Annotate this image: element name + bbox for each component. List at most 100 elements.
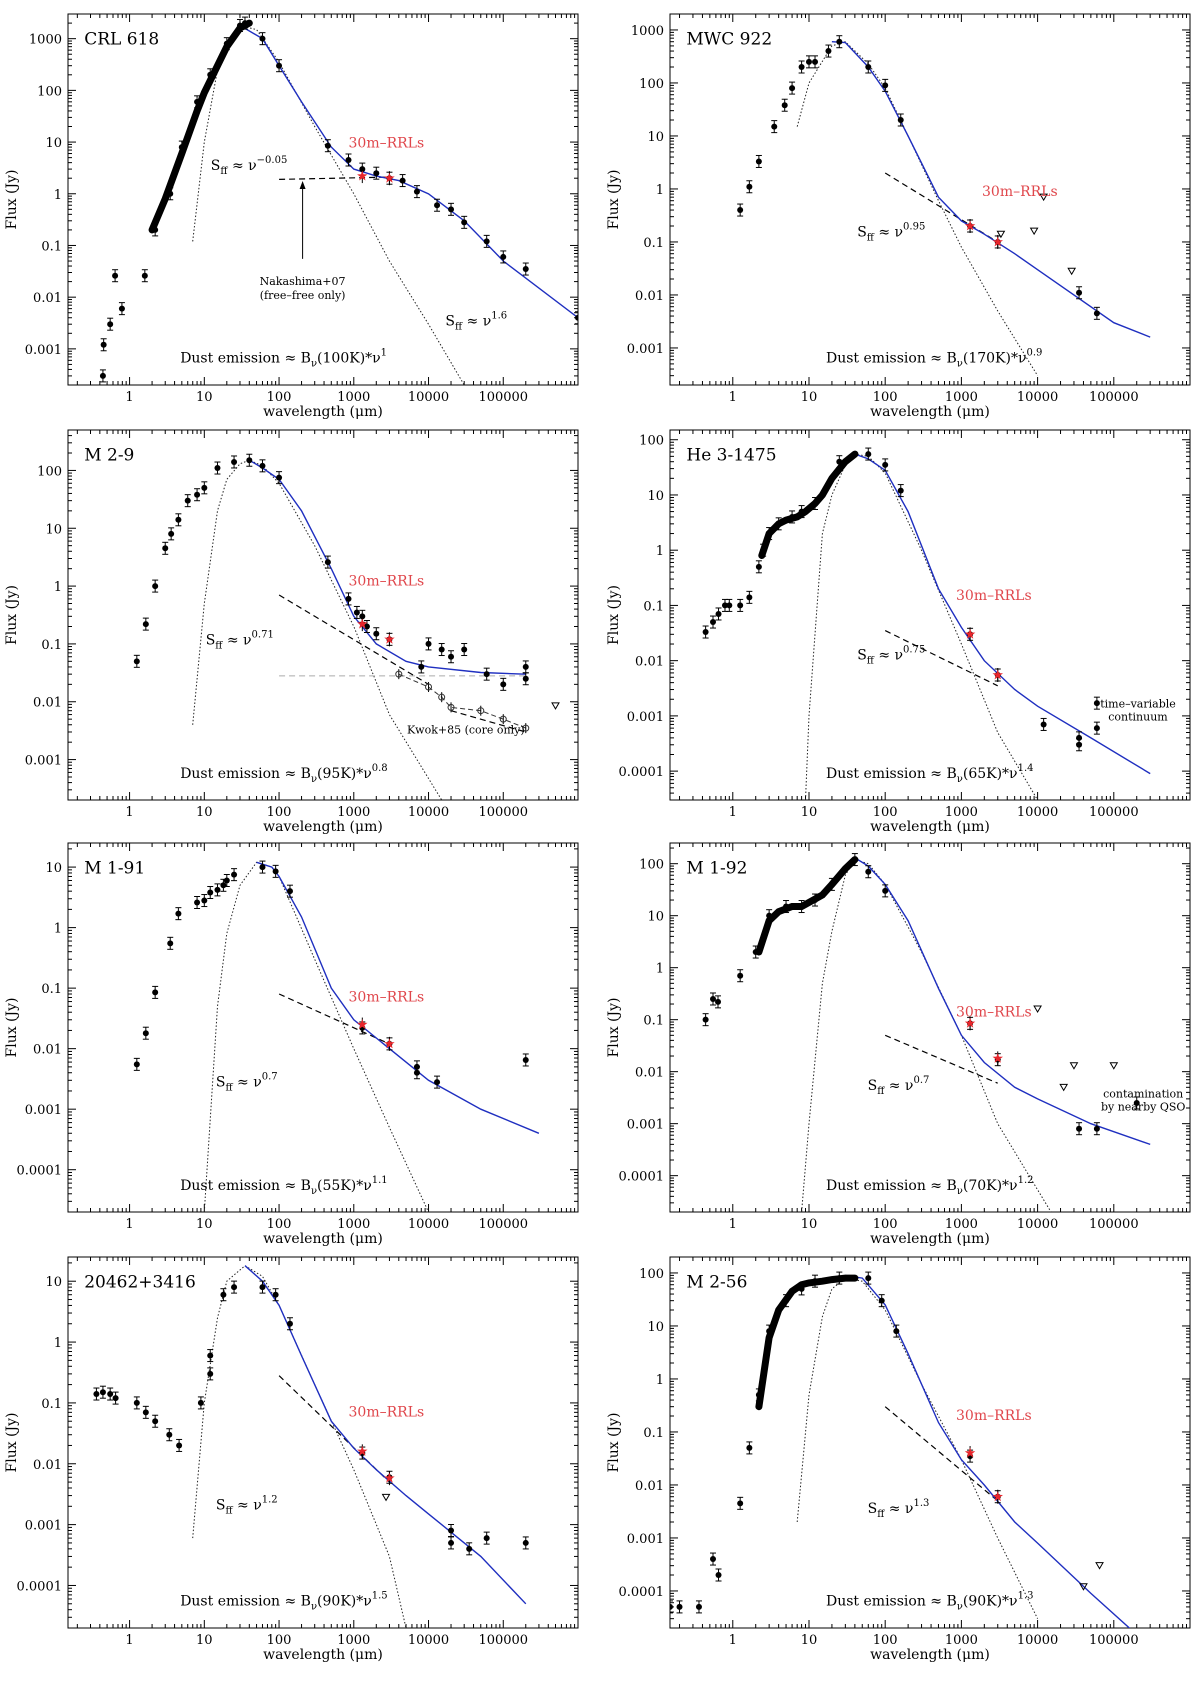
y-tick-label: 0.001 [25, 1519, 62, 1534]
x-tick-label: 1000 [945, 805, 978, 820]
y-tick-label: 1 [54, 188, 62, 203]
sff-relation: ≈ ν [874, 647, 903, 663]
dust-emission-label: Dust emission ≈ Bν(65K)*ν1.4 [826, 763, 1033, 785]
rrl-star-point [992, 1491, 1003, 1502]
dust-label-subscript: ν [311, 774, 317, 785]
data-point [721, 602, 728, 609]
data-point [286, 1320, 293, 1327]
model-sed-curve [244, 1265, 527, 1605]
x-tick-label: 10000 [1017, 390, 1058, 405]
y-tick-label: 0.01 [635, 1066, 664, 1081]
literature-point [395, 670, 403, 678]
data-point [897, 487, 904, 494]
data-point [461, 219, 468, 226]
chart-panel-8: 1 10 100 1000 10000 100000 0.0001 0.001 0.01 0.1 1… [606, 1256, 1191, 1663]
data-point [709, 619, 716, 626]
x-tick-label: 1 [729, 1633, 737, 1648]
dust-label-text: Dust emission ≈ B [180, 1594, 311, 1610]
x-tick-label: 10000 [408, 1633, 449, 1648]
y-tick-label: 0.0001 [17, 1579, 63, 1594]
data-point [276, 62, 283, 69]
data-point [107, 1391, 114, 1398]
data-point [1093, 310, 1100, 317]
panel-title: M 2-56 [686, 1273, 747, 1293]
upper-limit-marker [996, 230, 1006, 239]
data-point [897, 117, 904, 123]
data-point [1093, 700, 1100, 707]
plot-area [702, 447, 1151, 800]
sff-exponent: 0.95 [903, 222, 925, 233]
sff-symbol: S [216, 1497, 226, 1513]
x-tick-label: 10 [801, 805, 818, 820]
sff-label: Sff ≈ ν1.2 [216, 1494, 278, 1516]
x-tick-label: 100 [267, 390, 292, 405]
sff-exponent: 0.7 [913, 1075, 929, 1086]
data-point [746, 594, 753, 601]
y-tick-label: 1 [54, 580, 62, 595]
data-point [178, 144, 185, 151]
y-axis-label: Flux (Jy) [4, 1413, 20, 1473]
y-tick-label: 0.1 [643, 236, 664, 251]
plot-area [702, 853, 1151, 1212]
data-point [167, 190, 174, 197]
y-tick-label: 0.001 [627, 1532, 664, 1547]
data-point [798, 1285, 805, 1292]
dust-emission-curve [796, 41, 1039, 376]
data-point [194, 899, 201, 906]
data-point [448, 653, 455, 660]
dust-label-temp: (65K)*ν [963, 766, 1018, 782]
sff-subscript: ff [220, 166, 228, 177]
rrl-star-point [384, 1038, 395, 1049]
data-point [798, 903, 805, 910]
sff-symbol: S [857, 647, 867, 663]
data-point [1093, 1125, 1100, 1132]
data-point [825, 48, 832, 55]
sff-subscript: ff [867, 233, 875, 244]
data-point [373, 170, 380, 177]
sff-relation: ≈ ν [874, 225, 903, 241]
data-point [466, 1545, 473, 1552]
plot-frame [67, 1256, 579, 1629]
data-point [1076, 734, 1083, 741]
x-tick-label: 1000 [945, 1217, 978, 1232]
y-tick-label: 0.1 [643, 1014, 664, 1029]
data-point [812, 58, 819, 65]
x-tick-label: 10 [196, 1633, 213, 1648]
plot-area [93, 1265, 529, 1628]
x-tick-label: 100000 [1089, 1217, 1139, 1232]
x-tick-label: 100000 [1089, 805, 1139, 820]
panel-title: MWC 922 [686, 30, 772, 50]
chart-panel-2: 1 10 100 1000 10000 100000 0.001 0.01 0.1 1 10 100 1… [606, 13, 1191, 420]
sff-subscript: ff [215, 641, 223, 652]
rrl-label: 30m–RRLs [349, 1405, 425, 1421]
x-axis-label: wavelength (μm) [263, 819, 383, 835]
data-point [766, 912, 773, 919]
data-point [259, 864, 266, 871]
x-tick-label: 10 [196, 390, 213, 405]
data-point [878, 1297, 885, 1304]
data-point [107, 321, 114, 328]
sff-relation: ≈ ν [884, 1501, 913, 1517]
sff-relation: ≈ ν [228, 158, 257, 174]
data-point [152, 226, 159, 233]
rrl-star-point [964, 1017, 976, 1028]
dust-label-subscript: ν [957, 1186, 963, 1197]
upper-limit-marker [1067, 267, 1077, 276]
data-point [702, 1016, 709, 1023]
y-tick-label: 1 [656, 962, 664, 977]
data-point [434, 202, 441, 209]
data-point [789, 85, 796, 92]
data-point [363, 623, 370, 630]
data-point [214, 886, 221, 893]
upper-limit-marker [1079, 1583, 1088, 1591]
x-axis-label: wavelength (μm) [263, 1231, 383, 1247]
rrl-label: 30m–RRLs [956, 1004, 1032, 1020]
data-point [167, 940, 174, 947]
x-tick-label: 10000 [408, 1217, 449, 1232]
free-free-fit-line [884, 172, 999, 243]
sff-label: Sff ≈ ν0.75 [857, 644, 925, 666]
chart-panel-1: 1 10 100 1000 10000 100000 0.001 0.01 0.1 1 10 100 1… [4, 13, 579, 420]
data-point [812, 1278, 819, 1285]
sff-subscript: ff [225, 1083, 233, 1094]
model-sed-curve [854, 453, 1151, 775]
